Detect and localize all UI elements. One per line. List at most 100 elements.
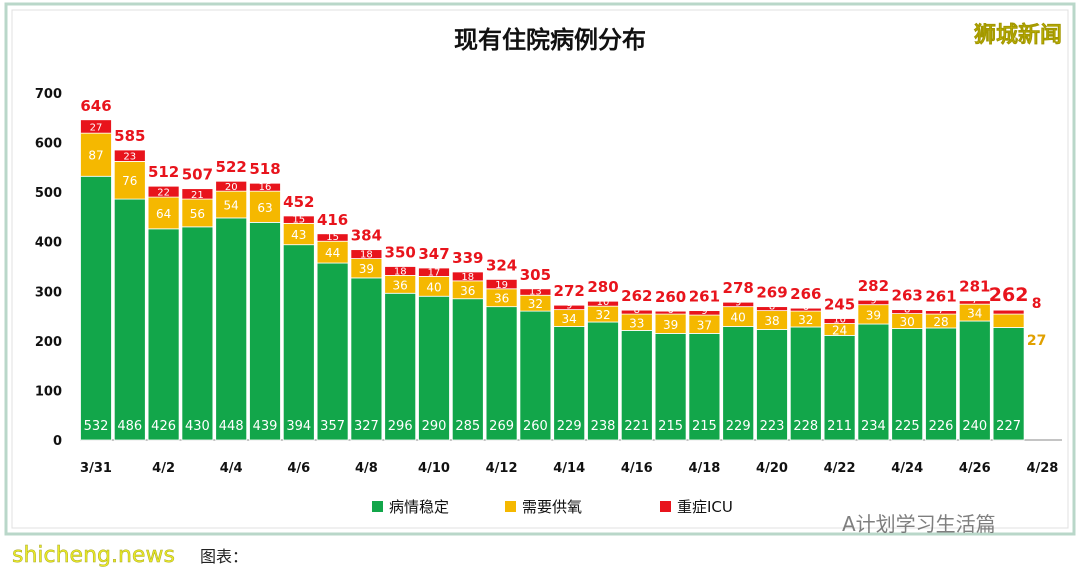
bar-segment bbox=[958, 300, 991, 305]
x-tick-label: 4/26 bbox=[959, 461, 991, 476]
data-label: 394 bbox=[286, 419, 311, 434]
bar-segment bbox=[113, 161, 146, 200]
legend-swatch bbox=[372, 501, 383, 512]
total-label: 324 bbox=[486, 256, 517, 274]
data-label: 40 bbox=[426, 280, 441, 294]
bar-segment bbox=[620, 309, 653, 315]
data-label: 17 bbox=[428, 267, 441, 278]
bar-group-4/3: 430 56 21 507 bbox=[181, 166, 214, 441]
bar-segment bbox=[249, 182, 281, 192]
data-label: 76 bbox=[122, 174, 137, 188]
chart-title: 现有住院病例分布 bbox=[454, 26, 646, 54]
total-label: 347 bbox=[418, 245, 449, 263]
bar-segment bbox=[249, 221, 281, 441]
bar-group-4/4: 448 54 20 522 bbox=[215, 158, 248, 441]
data-label: 34 bbox=[562, 312, 577, 326]
total-label: 522 bbox=[216, 158, 247, 176]
bar-segment bbox=[350, 277, 383, 441]
data-label: 38 bbox=[764, 314, 779, 328]
total-label: 585 bbox=[114, 127, 145, 145]
y-tick-label: 100 bbox=[35, 384, 62, 399]
bar-segment bbox=[823, 318, 856, 324]
total-label: 260 bbox=[655, 288, 686, 306]
bar-segment bbox=[147, 196, 180, 230]
x-tick-label: 4/8 bbox=[355, 461, 378, 476]
data-label: 8 bbox=[1032, 296, 1042, 312]
legend-item: 重症ICU bbox=[660, 498, 733, 516]
data-label: 54 bbox=[224, 199, 239, 213]
data-label: 6 bbox=[803, 302, 809, 313]
total-label: 278 bbox=[723, 279, 754, 297]
total-label: 416 bbox=[317, 211, 348, 229]
data-label: 229 bbox=[726, 419, 751, 434]
data-label: 285 bbox=[455, 419, 480, 434]
bar-segment bbox=[181, 198, 214, 228]
data-label: 21 bbox=[191, 190, 204, 201]
bar-segment bbox=[316, 233, 349, 242]
data-label: 56 bbox=[190, 207, 205, 221]
bar-segment bbox=[992, 313, 1025, 328]
data-label: 532 bbox=[84, 419, 109, 434]
data-label: 36 bbox=[460, 284, 475, 298]
bar-segment bbox=[587, 321, 619, 441]
legend-label: 重症ICU bbox=[677, 498, 733, 516]
bar-segment bbox=[418, 267, 450, 277]
data-label: 8 bbox=[634, 305, 640, 316]
bar-segment bbox=[316, 262, 349, 441]
data-label: 32 bbox=[528, 297, 543, 311]
bar-segment bbox=[181, 188, 214, 200]
bar-segment bbox=[215, 190, 248, 219]
bar-group-4/1: 486 76 23 585 bbox=[113, 127, 146, 441]
data-label: 228 bbox=[793, 419, 818, 434]
x-tick-label: 4/2 bbox=[152, 461, 175, 476]
bar-group-4/6: 394 43 15 452 bbox=[282, 193, 315, 441]
y-tick-label: 400 bbox=[35, 236, 62, 251]
bar-segment bbox=[688, 310, 721, 316]
bar-segment bbox=[654, 333, 687, 441]
data-label: 215 bbox=[692, 419, 717, 434]
total-label: 646 bbox=[80, 97, 111, 115]
data-label: 64 bbox=[156, 207, 171, 221]
legend-label: 病情稳定 bbox=[389, 498, 449, 516]
data-label: 43 bbox=[291, 228, 306, 242]
data-label: 9 bbox=[870, 296, 876, 307]
data-label: 33 bbox=[629, 316, 644, 330]
total-label: 512 bbox=[148, 163, 179, 181]
total-label: 262 bbox=[989, 284, 1029, 306]
total-label: 305 bbox=[520, 266, 551, 284]
bar-segment bbox=[789, 326, 822, 441]
data-label: 7 bbox=[972, 295, 978, 306]
bar-segment bbox=[891, 328, 924, 441]
bar-segment bbox=[113, 198, 146, 441]
y-tick-label: 500 bbox=[35, 186, 62, 201]
data-label: 211 bbox=[827, 419, 852, 434]
caption-text: 图表： bbox=[200, 547, 248, 566]
data-label: 221 bbox=[624, 419, 649, 434]
bar-segment bbox=[722, 301, 755, 308]
data-label: 87 bbox=[88, 149, 103, 163]
data-label: 8 bbox=[904, 305, 910, 316]
bar-segment bbox=[113, 149, 146, 162]
bar-group-4/10: 290 40 17 347 bbox=[418, 245, 450, 441]
total-label: 507 bbox=[182, 166, 213, 184]
x-tick-label: 4/16 bbox=[621, 461, 653, 476]
legend-item: 病情稳定 bbox=[372, 498, 449, 516]
x-tick-label: 4/24 bbox=[891, 461, 923, 476]
data-label: 36 bbox=[393, 278, 408, 292]
data-label: 357 bbox=[320, 419, 345, 434]
bar-segment bbox=[992, 309, 1025, 315]
data-label: 227 bbox=[996, 419, 1021, 434]
data-label: 260 bbox=[523, 419, 548, 434]
bar-segment bbox=[147, 185, 180, 198]
data-label: 234 bbox=[861, 419, 886, 434]
